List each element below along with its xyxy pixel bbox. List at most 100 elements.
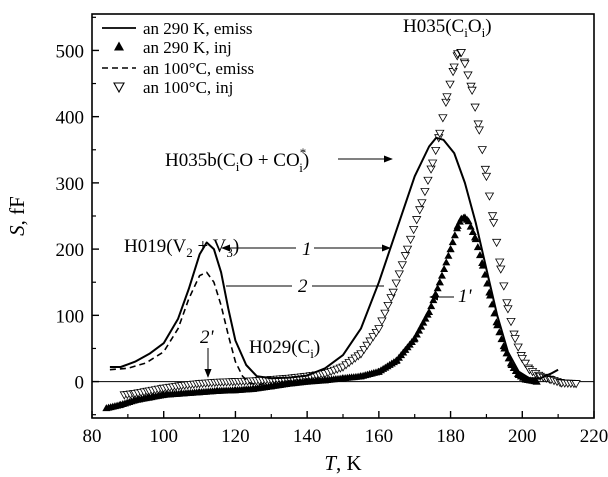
marker-filled-triangle — [471, 235, 480, 243]
marker-open-triangle — [417, 199, 427, 208]
marker-filled-triangle — [437, 271, 446, 279]
marker-filled-triangle — [412, 330, 421, 338]
marker-open-triangle — [491, 238, 502, 248]
x-tick-label: 100 — [149, 426, 178, 447]
marker-open-triangle — [499, 282, 509, 291]
marker-filled-triangle — [427, 302, 436, 310]
y-axis-label: S, fF — [5, 196, 29, 236]
marker-open-triangle — [466, 82, 476, 91]
marker-open-triangle — [480, 165, 491, 175]
marker-open-triangle — [474, 126, 484, 135]
marker-open-triangle — [477, 146, 487, 155]
marker-open-triangle — [426, 165, 436, 174]
marker-open-triangle — [400, 252, 411, 261]
marker-open-triangle — [502, 299, 512, 308]
legend-swatch-open-triangle — [113, 82, 125, 94]
marker-open-triangle — [438, 114, 448, 123]
marker-open-triangle — [445, 80, 455, 89]
marker-open-triangle — [470, 103, 480, 112]
marker-open-triangle — [484, 192, 495, 201]
marker-open-triangle — [456, 49, 467, 58]
legend-label: an 100°C, inj — [143, 78, 233, 97]
marker-open-triangle — [415, 206, 425, 215]
y-axis: 0 100 200 300 400 500 — [56, 16, 99, 416]
marker-open-triangle — [427, 159, 438, 168]
marker-filled-triangle — [478, 261, 487, 269]
marker-filled-triangle — [442, 258, 451, 266]
annotation-h019: H019(V2 + V3) — [124, 236, 239, 260]
series-line-290k-emiss — [109, 136, 559, 380]
marker-open-triangle — [362, 341, 372, 351]
y-tick-label: 200 — [56, 240, 85, 261]
marker-filled-triangle — [431, 290, 440, 298]
marker-filled-triangle — [433, 284, 442, 292]
marker-open-triangle — [513, 343, 523, 352]
y-tick-label: 500 — [56, 41, 85, 62]
marker-open-triangle — [441, 98, 451, 108]
marker-open-triangle — [394, 270, 404, 279]
marker-open-triangle — [423, 176, 433, 186]
marker-open-triangle — [365, 337, 375, 346]
marker-open-triangle — [411, 216, 422, 225]
marker-filled-triangle — [468, 228, 477, 236]
series-line-100c-emiss — [109, 271, 265, 386]
marker-open-triangle — [383, 301, 393, 311]
marker-filled-triangle — [419, 318, 428, 326]
marker-open-triangle — [408, 226, 419, 235]
marker-filled-triangle — [444, 251, 453, 259]
marker-open-triangle — [496, 265, 506, 274]
x-tick-label: 200 — [508, 426, 537, 447]
marker-open-triangle — [449, 63, 459, 72]
x-axis-label: T, K — [324, 451, 361, 475]
marker-open-triangle — [488, 219, 499, 228]
curve-label-2-prime: 2' — [200, 327, 215, 348]
marker-open-triangle — [481, 172, 492, 182]
marker-open-triangle — [487, 212, 498, 221]
marker-open-triangle — [391, 279, 401, 288]
marker-open-triangle — [571, 380, 581, 389]
marker-filled-triangle — [446, 245, 455, 253]
y-tick-label: 400 — [56, 108, 85, 129]
marker-open-triangle — [380, 309, 390, 318]
y-tick-label: 100 — [56, 306, 85, 327]
marker-open-triangle — [356, 350, 366, 359]
marker-filled-triangle — [464, 217, 473, 225]
marker-open-triangle — [495, 258, 505, 267]
annotation-h035: H035(CiOi) — [403, 16, 492, 40]
marker-open-triangle — [520, 359, 531, 368]
marker-open-triangle — [420, 188, 430, 197]
marker-open-triangle — [374, 325, 384, 334]
curve-label-2: 2 — [298, 276, 308, 297]
legend-label: an 290 K, emiss — [143, 19, 253, 38]
marker-filled-triangle — [493, 321, 502, 329]
legend-label: an 290 K, inj — [143, 38, 232, 57]
series-layer — [102, 49, 581, 412]
annotation-h029: H029(Ci) — [249, 337, 320, 361]
marker-open-triangle — [506, 317, 516, 327]
marker-open-triangle — [368, 333, 378, 342]
marker-filled-triangle — [497, 335, 506, 343]
marker-open-triangle — [402, 245, 413, 254]
marker-filled-triangle — [466, 222, 475, 230]
legend: an 290 K, emiss an 290 K, inj an 100°C, … — [102, 19, 254, 97]
marker-open-triangle — [509, 330, 519, 339]
marker-open-triangle — [405, 235, 416, 245]
curve-label-1-prime: 1' — [458, 286, 473, 307]
marker-open-triangle — [463, 71, 473, 80]
legend-label: an 100°C, emiss — [143, 59, 254, 78]
marker-filled-triangle — [450, 231, 459, 239]
marker-open-triangle — [473, 120, 483, 129]
marker-open-triangle — [359, 346, 369, 355]
marker-filled-triangle — [453, 221, 462, 229]
curve-label-1: 1 — [302, 239, 312, 260]
x-tick-label: 220 — [580, 426, 608, 447]
marker-open-triangle — [377, 317, 387, 326]
marker-filled-triangle — [410, 334, 419, 342]
marker-open-triangle — [397, 261, 408, 270]
marker-open-triangle — [467, 86, 477, 95]
y-tick-label: 300 — [56, 174, 85, 195]
x-tick-label: 160 — [365, 426, 394, 447]
marker-open-triangle — [435, 129, 445, 139]
x-tick-label: 80 — [83, 426, 102, 447]
